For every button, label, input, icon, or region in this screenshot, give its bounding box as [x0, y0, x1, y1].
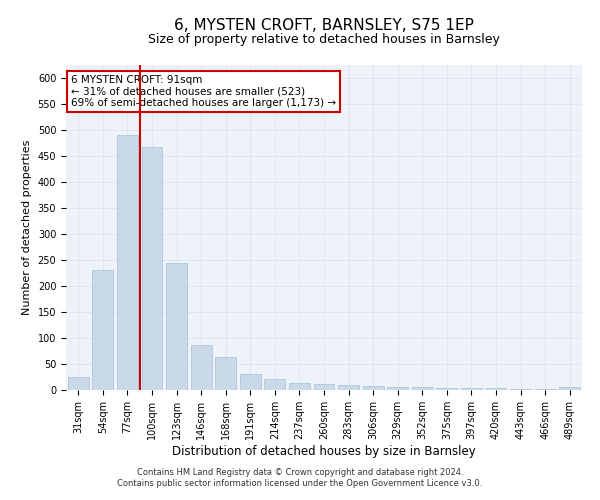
Bar — [535, 389, 556, 390]
Y-axis label: Number of detached properties: Number of detached properties — [22, 140, 32, 315]
Bar — [92, 270, 113, 390]
Bar — [117, 135, 138, 390]
Bar — [289, 382, 310, 390]
Bar — [436, 388, 457, 390]
Bar — [387, 387, 408, 390]
Bar — [166, 262, 187, 390]
Bar — [338, 385, 359, 390]
Bar — [191, 345, 212, 390]
Text: 6 MYSTEN CROFT: 91sqm
← 31% of detached houses are smaller (523)
69% of semi-det: 6 MYSTEN CROFT: 91sqm ← 31% of detached … — [71, 74, 336, 108]
Bar — [142, 146, 163, 390]
Bar — [265, 378, 286, 390]
Bar — [485, 388, 506, 390]
Bar — [68, 377, 89, 390]
X-axis label: Distribution of detached houses by size in Barnsley: Distribution of detached houses by size … — [172, 444, 476, 458]
Text: Contains HM Land Registry data © Crown copyright and database right 2024.
Contai: Contains HM Land Registry data © Crown c… — [118, 468, 482, 487]
Bar — [240, 374, 261, 390]
Bar — [362, 386, 383, 390]
Text: Size of property relative to detached houses in Barnsley: Size of property relative to detached ho… — [148, 32, 500, 46]
Bar — [215, 357, 236, 390]
Bar — [412, 388, 433, 390]
Bar — [461, 388, 482, 390]
Bar — [559, 388, 580, 390]
Bar — [510, 389, 531, 390]
Bar — [314, 384, 334, 390]
Text: 6, MYSTEN CROFT, BARNSLEY, S75 1EP: 6, MYSTEN CROFT, BARNSLEY, S75 1EP — [174, 18, 474, 32]
